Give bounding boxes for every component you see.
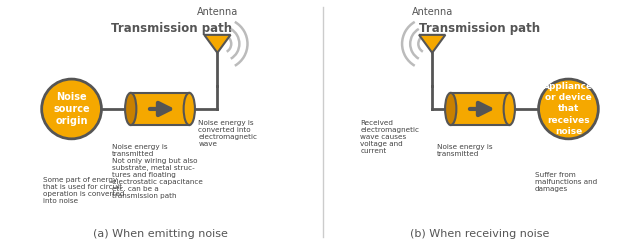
Polygon shape — [204, 35, 230, 53]
Ellipse shape — [125, 93, 136, 125]
Text: Some part of energy
that is used for circuit
operation is converted
into noise: Some part of energy that is used for cir… — [43, 177, 124, 204]
Circle shape — [539, 79, 598, 139]
Text: (b) When receiving noise: (b) When receiving noise — [410, 229, 550, 239]
Ellipse shape — [445, 93, 456, 125]
Bar — [451, 93, 509, 125]
Text: (a) When emitting noise: (a) When emitting noise — [93, 229, 227, 239]
Text: Noise energy is
converted into
electromagnetic
wave: Noise energy is converted into electroma… — [198, 120, 257, 147]
Bar — [131, 93, 189, 125]
Circle shape — [42, 79, 101, 139]
Ellipse shape — [504, 93, 515, 125]
Text: Transmission path: Transmission path — [111, 22, 232, 35]
Text: Transmission path: Transmission path — [419, 22, 541, 35]
Text: Noise energy is
transmitted: Noise energy is transmitted — [437, 144, 493, 157]
Text: Received
electromagnetic
wave causes
voltage and
current: Received electromagnetic wave causes vol… — [360, 120, 419, 154]
Text: Suffer from
malfunctions and
damages: Suffer from malfunctions and damages — [535, 172, 597, 192]
Text: Antenna: Antenna — [412, 7, 453, 17]
Ellipse shape — [184, 93, 195, 125]
Text: Noise energy is
transmitted
Not only wiring but also
substrate, metal struc-
tur: Noise energy is transmitted Not only wir… — [112, 144, 203, 199]
Text: Appliance
or device
that
receives
noise: Appliance or device that receives noise — [543, 82, 593, 136]
Text: Antenna: Antenna — [196, 7, 238, 17]
Polygon shape — [419, 35, 445, 53]
Text: Noise
source
origin: Noise source origin — [53, 92, 90, 126]
